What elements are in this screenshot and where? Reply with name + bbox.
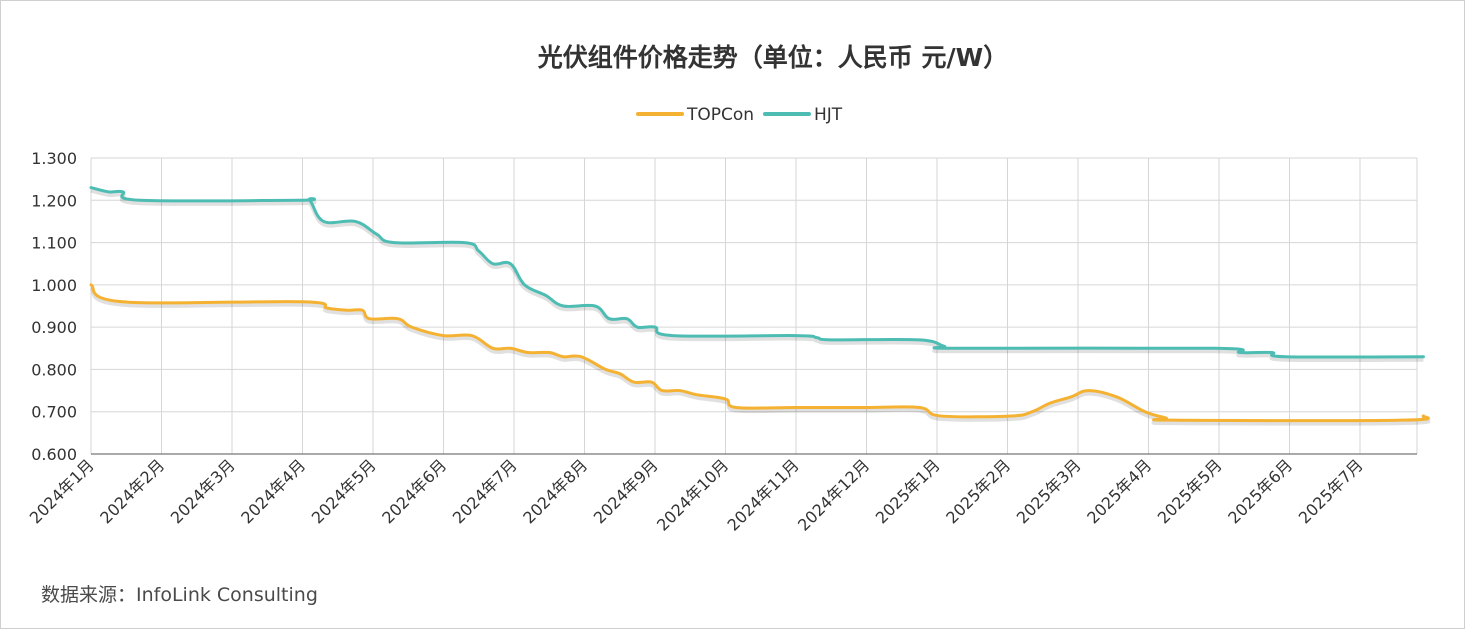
- legend: TOPCon HJT: [636, 105, 843, 125]
- x-tick-label: 2025年6月: [1224, 455, 1296, 527]
- y-tick-label: 1.100: [31, 234, 77, 253]
- series-line-hjt[interactable]: [89, 186, 1425, 359]
- x-tick-label: 2024年3月: [167, 455, 239, 527]
- x-tick-label: 2025年3月: [1013, 455, 1085, 527]
- legend-label-topcon[interactable]: TOPCon: [686, 105, 754, 125]
- y-tick-label: 1.300: [31, 149, 77, 168]
- x-tick-label: 2024年11月: [724, 455, 803, 534]
- series-line-topcon[interactable]: [89, 283, 1430, 423]
- x-tick-label: 2024年1月: [26, 455, 98, 527]
- chart-title: 光伏组件价格走势（单位：人民币 元/W）: [537, 43, 1008, 72]
- y-tick-label: 0.800: [31, 360, 77, 379]
- x-tick-label: 2024年2月: [96, 455, 168, 527]
- x-tick-label: 2024年12月: [794, 455, 873, 534]
- legend-label-hjt[interactable]: HJT: [814, 105, 843, 125]
- source-note: 数据来源：InfoLink Consulting: [41, 584, 318, 606]
- y-tick-label: 0.700: [31, 403, 77, 422]
- y-axis-ticks: 1.300 1.200 1.100 1.000 0.900 0.800 0.700 0.600: [31, 149, 77, 464]
- series-layer: [89, 186, 1431, 426]
- x-tick-label: 2024年9月: [590, 455, 662, 527]
- y-tick-label: 1.200: [31, 191, 77, 210]
- x-tick-label: 2024年7月: [449, 455, 521, 527]
- x-tick-label: 2025年1月: [872, 455, 944, 527]
- x-tick-label: 2024年5月: [308, 455, 380, 527]
- x-tick-label: 2024年6月: [378, 455, 450, 527]
- x-tick-label: 2024年8月: [519, 455, 591, 527]
- x-tick-label: 2024年4月: [237, 455, 309, 527]
- x-tick-label: 2025年2月: [942, 455, 1014, 527]
- x-tick-label: 2025年5月: [1154, 455, 1226, 527]
- x-tick-label: 2025年7月: [1295, 455, 1367, 527]
- x-tick-label: 2024年10月: [653, 455, 732, 534]
- x-axis-ticks: 2024年1月2024年2月2024年3月2024年4月2024年5月2024年…: [26, 455, 1367, 534]
- y-tick-label: 0.600: [31, 445, 77, 464]
- y-tick-label: 0.900: [31, 318, 77, 337]
- grid-lines: [90, 157, 1418, 455]
- x-tick-label: 2025年4月: [1083, 455, 1155, 527]
- series-line-topcon-shadow: [89, 286, 1431, 426]
- y-tick-label: 1.000: [31, 276, 77, 295]
